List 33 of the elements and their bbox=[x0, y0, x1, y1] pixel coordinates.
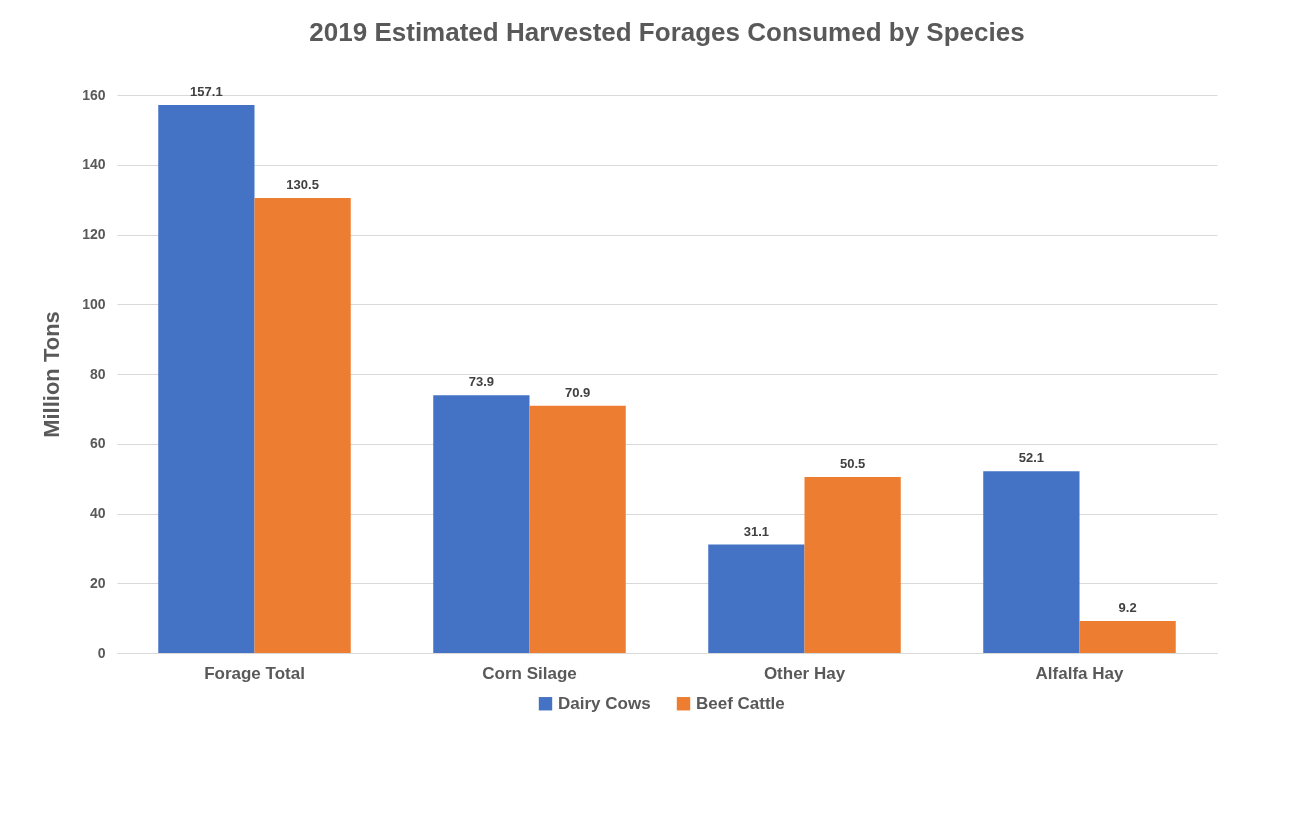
y-tick-label: 140 bbox=[82, 156, 106, 173]
y-tick-label: 80 bbox=[89, 365, 106, 382]
data-label: 52.1 bbox=[1018, 450, 1045, 466]
bar bbox=[804, 476, 901, 653]
y-tick-label: 40 bbox=[89, 505, 106, 521]
y-tick-label: 100 bbox=[82, 295, 106, 312]
bar bbox=[158, 105, 255, 653]
y-tick-label: 60 bbox=[89, 435, 106, 452]
y-tick-label: 160 bbox=[82, 86, 106, 103]
y-tick-label: 120 bbox=[82, 226, 106, 242]
y-axis-title: Million Tons bbox=[39, 311, 65, 438]
x-tick-label: Other Hay bbox=[763, 663, 846, 683]
x-tick-label: Corn Silage bbox=[482, 663, 577, 683]
bar bbox=[254, 197, 351, 653]
y-tick-label: 0 bbox=[97, 644, 106, 661]
data-label: 50.5 bbox=[839, 455, 866, 471]
bar bbox=[1079, 620, 1176, 653]
data-label: 73.9 bbox=[468, 374, 495, 390]
legend-label: Dairy Cows bbox=[558, 693, 651, 713]
data-label: 70.9 bbox=[564, 384, 591, 400]
bar bbox=[983, 471, 1080, 653]
x-tick-label: Alfalfa Hay bbox=[1035, 663, 1124, 683]
x-tick-label: Forage Total bbox=[204, 663, 305, 683]
chart-title: 2019 Estimated Harvested Forages Consumed by Species bbox=[309, 17, 1025, 48]
y-tick-label: 20 bbox=[89, 574, 106, 591]
data-label: 31.1 bbox=[743, 523, 770, 539]
bar bbox=[529, 405, 626, 653]
data-label: 157.1 bbox=[190, 84, 223, 100]
data-label: 9.2 bbox=[1118, 599, 1137, 615]
bar bbox=[708, 544, 805, 653]
legend-label: Beef Cattle bbox=[696, 693, 785, 713]
bar bbox=[433, 395, 530, 653]
data-label: 130.5 bbox=[286, 176, 319, 192]
